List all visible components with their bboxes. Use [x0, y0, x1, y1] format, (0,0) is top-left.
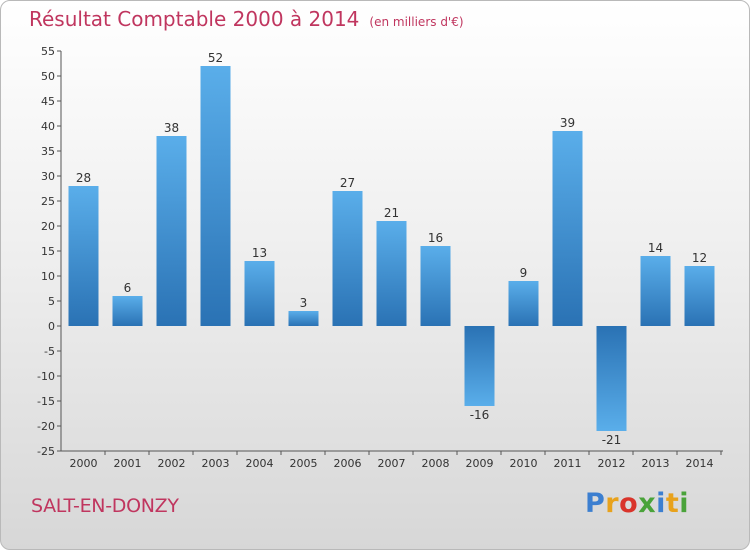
bar-2012: [596, 326, 627, 431]
x-tick-label: 2003: [202, 457, 230, 470]
x-tick-label: 2014: [686, 457, 714, 470]
data-label: 12: [692, 251, 707, 265]
bar-2007: [376, 221, 407, 326]
x-tick-label: 2013: [642, 457, 670, 470]
x-tick-label: 2001: [114, 457, 142, 470]
x-tick-label: 2002: [158, 457, 186, 470]
y-tick-label: 25: [41, 195, 55, 208]
data-label: -21: [602, 433, 622, 447]
bar-2008: [420, 246, 451, 326]
y-tick-label: 5: [48, 295, 55, 308]
logo-letter: o: [619, 488, 639, 519]
bar-2013: [640, 256, 671, 326]
y-tick-label: -20: [37, 420, 55, 433]
x-tick-label: 2004: [246, 457, 274, 470]
y-tick-label: -10: [37, 370, 55, 383]
subtitle-text: (en milliers d'€): [369, 15, 464, 29]
y-tick-label: -15: [37, 395, 55, 408]
y-tick-label: 15: [41, 245, 55, 258]
x-tick-label: 2007: [378, 457, 406, 470]
chart-labels: -25 -20 -15 -10 -5 0 5 10 15 20 25 30 35 40 45 50 55 2000…: [37, 45, 713, 470]
data-label: 52: [208, 51, 223, 65]
data-label: 21: [384, 206, 399, 220]
y-tick-label: 40: [41, 120, 55, 133]
data-label: 28: [76, 171, 91, 185]
x-tick-label: 2012: [598, 457, 626, 470]
proxiti-logo: Proxiti: [585, 488, 689, 519]
logo-letter: x: [638, 488, 657, 519]
bar-2010: [508, 281, 539, 326]
x-tick-label: 2006: [334, 457, 362, 470]
x-tick-label: 2009: [466, 457, 494, 470]
bar-2005: [288, 311, 319, 326]
y-tick-label: 0: [48, 320, 55, 333]
chart-title: Résultat Comptable 2000 à 2014 (en millie…: [29, 7, 464, 31]
bar-2006: [332, 191, 363, 326]
bar-2009: [464, 326, 495, 406]
data-label: 3: [300, 296, 308, 310]
bar-2004: [244, 261, 275, 326]
logo-letter: r: [605, 488, 620, 519]
data-label: 39: [560, 116, 575, 130]
y-tick-label: -25: [37, 445, 55, 458]
data-label: 27: [340, 176, 355, 190]
y-tick-label: -5: [44, 345, 55, 358]
data-label: 13: [252, 246, 267, 260]
x-tick-label: 2010: [510, 457, 538, 470]
bar-2000: [68, 186, 99, 326]
y-tick-label: 20: [41, 220, 55, 233]
data-label: 6: [124, 281, 132, 295]
y-tick-label: 10: [41, 270, 55, 283]
y-tick-label: 50: [41, 70, 55, 83]
x-tick-label: 2011: [554, 457, 582, 470]
bar-2003: [200, 66, 231, 326]
bar-2001: [112, 296, 143, 326]
chart-bars: [68, 66, 715, 431]
y-tick-label: 30: [41, 170, 55, 183]
commune-name: SALT-EN-DONZY: [31, 495, 179, 517]
data-label: -16: [470, 408, 490, 422]
bar-2002: [156, 136, 187, 326]
data-label: 14: [648, 241, 663, 255]
x-tick-label: 2008: [422, 457, 450, 470]
y-tick-label: 55: [41, 45, 55, 58]
x-tick-label: 2005: [290, 457, 318, 470]
bar-2011: [552, 131, 583, 326]
title-text: Résultat Comptable 2000 à 2014: [29, 7, 360, 31]
logo-letter: P: [585, 488, 606, 519]
x-tick-label: 2000: [70, 457, 98, 470]
chart-axes: [57, 50, 723, 455]
bar-2014: [684, 266, 715, 326]
logo-letter: i: [679, 488, 690, 519]
data-label: 9: [520, 266, 528, 280]
y-tick-label: 35: [41, 145, 55, 158]
y-tick-label: 45: [41, 95, 55, 108]
logo-letter: i: [656, 488, 666, 519]
data-label: 16: [428, 231, 443, 245]
logo-letter: t: [665, 488, 680, 519]
data-label: 38: [164, 121, 179, 135]
